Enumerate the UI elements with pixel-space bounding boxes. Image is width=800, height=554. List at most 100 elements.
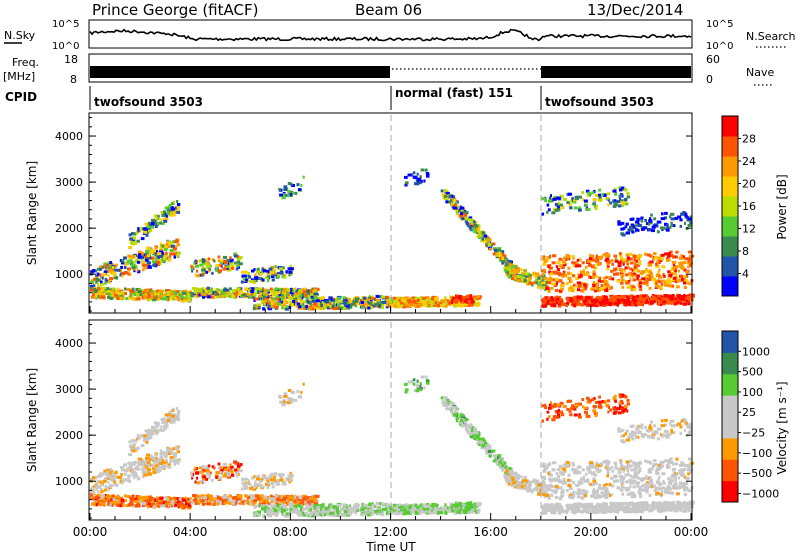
power-point-2395 bbox=[576, 288, 581, 292]
velocity-point-1084 bbox=[290, 495, 293, 499]
velocity-point-221 bbox=[95, 484, 100, 488]
power-point-2673 bbox=[581, 270, 585, 274]
power-point-504 bbox=[179, 294, 183, 298]
power-point-3363 bbox=[684, 221, 686, 225]
power-point-2474 bbox=[571, 261, 576, 265]
power-point-3413 bbox=[670, 221, 673, 225]
power-point-172 bbox=[169, 249, 174, 252]
power-point-554 bbox=[161, 297, 166, 301]
power-point-3006 bbox=[653, 294, 658, 298]
power-point-3231 bbox=[549, 199, 554, 203]
power-point-1017 bbox=[306, 289, 310, 293]
power-point-3400 bbox=[649, 217, 652, 221]
power-point-2642 bbox=[597, 263, 601, 267]
power-point-535 bbox=[156, 289, 161, 293]
power-point-3330 bbox=[614, 192, 617, 196]
velocity-point-1263 bbox=[380, 508, 383, 512]
power-point-1631 bbox=[446, 299, 449, 303]
power-point-3001 bbox=[602, 304, 607, 307]
velocity-point-1006 bbox=[268, 502, 273, 506]
power-point-1695 bbox=[397, 296, 402, 300]
velocity-point-425 bbox=[155, 504, 159, 508]
power-point-2536 bbox=[614, 259, 619, 263]
power-point-185 bbox=[103, 270, 108, 274]
power-point-2579 bbox=[638, 281, 643, 285]
power-point-2624 bbox=[560, 284, 565, 288]
power-point-265 bbox=[105, 264, 109, 268]
power-point-5 bbox=[105, 279, 109, 283]
power-point-381 bbox=[94, 292, 98, 296]
power-point-1860 bbox=[465, 296, 469, 300]
power-point-1181 bbox=[256, 270, 260, 274]
power-point-1557 bbox=[342, 296, 346, 300]
velocity-point-1422 bbox=[277, 509, 282, 513]
power-point-397 bbox=[119, 295, 122, 298]
velocity-point-1090 bbox=[299, 501, 303, 505]
power-point-3040 bbox=[580, 297, 583, 301]
power-point-851 bbox=[263, 291, 268, 295]
velocity-point-1046 bbox=[210, 496, 213, 499]
power-point-2381 bbox=[592, 272, 597, 276]
power-point-2586 bbox=[558, 289, 563, 293]
power-point-2312 bbox=[631, 268, 635, 272]
power-point-347 bbox=[94, 295, 98, 299]
power-point-1062 bbox=[244, 294, 247, 298]
velocity-point-753 bbox=[237, 464, 241, 468]
power-point-1042 bbox=[238, 293, 241, 297]
power-point-3144 bbox=[585, 295, 590, 299]
velocity-point-465 bbox=[131, 502, 134, 506]
velocity-point-80 bbox=[149, 463, 152, 467]
power-point-1375 bbox=[295, 301, 298, 305]
power-point-2365 bbox=[649, 260, 654, 264]
velocity-point-528 bbox=[127, 503, 132, 507]
velocity-point-446 bbox=[119, 503, 124, 507]
velocity-point-631 bbox=[151, 428, 155, 431]
power-point-3260 bbox=[612, 189, 617, 193]
power-point-181 bbox=[141, 261, 146, 264]
power-point-2051 bbox=[495, 254, 500, 258]
power-point-960 bbox=[284, 293, 289, 297]
velocity-point-509 bbox=[157, 500, 160, 504]
power-point-2221 bbox=[516, 279, 521, 283]
power-point-2935 bbox=[575, 298, 580, 302]
power-point-2057 bbox=[515, 277, 520, 281]
power-point-2589 bbox=[617, 264, 622, 268]
velocity-point-1022 bbox=[251, 494, 255, 498]
power-point-3454 bbox=[283, 188, 287, 191]
power-point-3045 bbox=[635, 299, 640, 303]
power-point-1887 bbox=[465, 294, 470, 298]
power-point-323 bbox=[122, 292, 127, 295]
velocity-point-181 bbox=[141, 468, 146, 471]
power-point-2097 bbox=[459, 214, 464, 218]
power-point-682 bbox=[161, 214, 166, 217]
power-point-3316 bbox=[626, 195, 631, 199]
power-point-227 bbox=[144, 258, 148, 262]
power-point-1176 bbox=[266, 272, 270, 276]
power-point-3108 bbox=[645, 297, 650, 301]
power-point-40 bbox=[142, 256, 147, 260]
power-point-3265 bbox=[597, 193, 601, 197]
power-point-2327 bbox=[630, 288, 634, 292]
power-point-683 bbox=[159, 221, 162, 225]
power-point-119 bbox=[135, 258, 139, 262]
velocity-point-567 bbox=[174, 504, 177, 507]
velocity-point-220 bbox=[146, 468, 151, 472]
power-point-2634 bbox=[558, 257, 563, 261]
velocity-point-780 bbox=[224, 468, 228, 472]
power-point-1431 bbox=[345, 298, 350, 302]
power-point-3335 bbox=[581, 191, 584, 195]
power-point-3223 bbox=[559, 194, 564, 198]
power-point-84 bbox=[125, 262, 129, 266]
power-point-1387 bbox=[336, 303, 340, 307]
power-point-2699 bbox=[598, 287, 603, 291]
power-point-75 bbox=[163, 253, 168, 257]
power-point-526 bbox=[152, 297, 156, 301]
power-point-1276 bbox=[283, 306, 286, 310]
power-point-3043 bbox=[588, 303, 592, 307]
power-point-2943 bbox=[683, 300, 687, 304]
power-point-2683 bbox=[680, 254, 683, 257]
power-point-106 bbox=[123, 266, 127, 269]
power-point-62 bbox=[172, 247, 177, 251]
power-point-3049 bbox=[602, 302, 606, 306]
